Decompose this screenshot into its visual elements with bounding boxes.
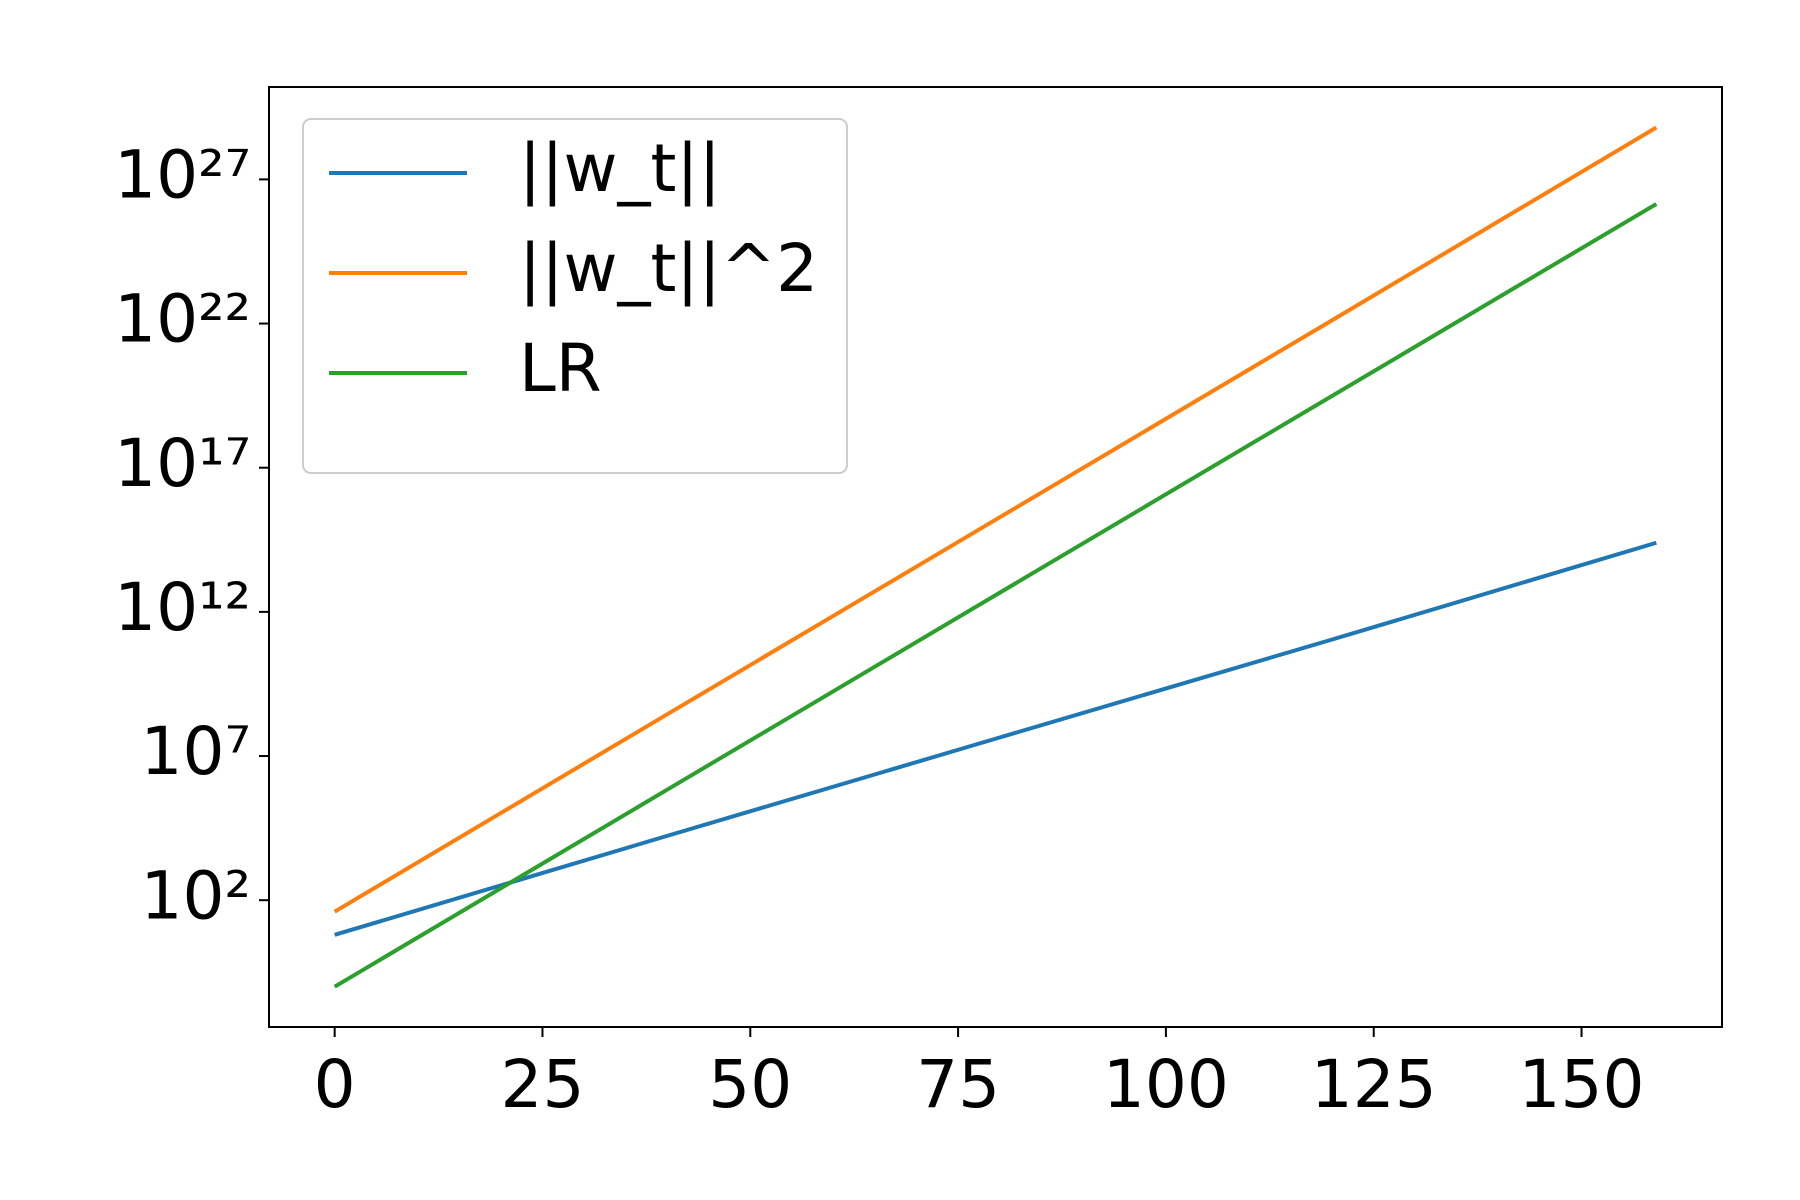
x-tick-label: 150	[1519, 1046, 1645, 1123]
y-tick-label: 10⁷	[141, 713, 251, 790]
x-tick-label: 25	[500, 1046, 584, 1123]
series-line	[334, 540, 1657, 937]
series-line	[333, 202, 1658, 989]
y-tick-label: 10²²	[114, 281, 251, 358]
series-line	[333, 125, 1658, 914]
x-tick-label: 50	[708, 1046, 792, 1123]
y-tick-label: 10¹²	[114, 569, 251, 646]
legend-box	[302, 118, 848, 474]
x-tick-label: 75	[916, 1046, 1000, 1123]
y-tick-label: 10²⁷	[114, 136, 251, 213]
x-tick-label: 0	[314, 1046, 356, 1123]
x-tick-label: 125	[1311, 1046, 1437, 1123]
y-tick-label: 10²	[141, 857, 251, 934]
legend-label: ||w_t||	[519, 130, 721, 207]
legend-label: ||w_t||^2	[519, 230, 818, 307]
x-tick-label: 100	[1103, 1046, 1229, 1123]
legend-label: LR	[519, 330, 602, 407]
plot-frame	[268, 86, 1723, 1028]
y-tick-label: 10¹⁷	[114, 425, 251, 502]
